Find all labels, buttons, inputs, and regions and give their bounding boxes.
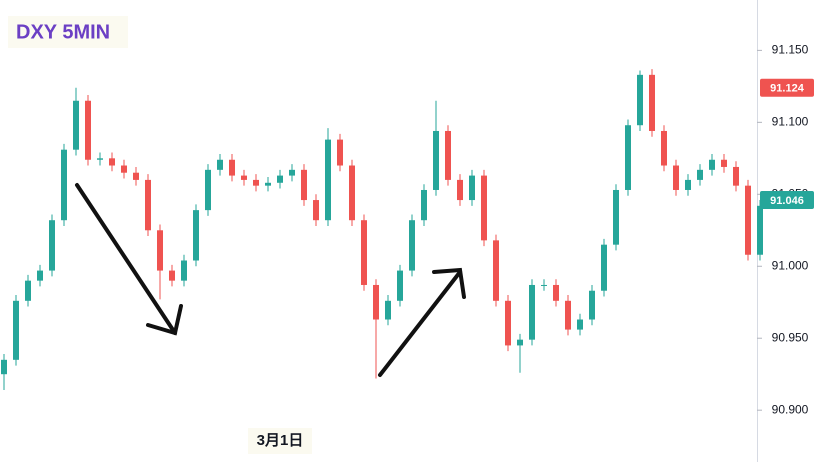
candle-body: [553, 284, 559, 301]
candle-body: [457, 179, 463, 201]
candle-body: [745, 185, 751, 255]
candle-body: [661, 130, 667, 166]
x-label-background: [248, 428, 312, 454]
candle-body: [493, 240, 499, 301]
candle-body: [73, 100, 79, 150]
price-label-box: [760, 78, 814, 97]
candle-body: [361, 220, 367, 285]
candle-body: [385, 300, 391, 320]
candle-body: [277, 175, 283, 183]
arrow-down: [75, 183, 177, 335]
candle-body: [505, 300, 511, 346]
candle-body: [469, 175, 475, 201]
candle-body: [1, 359, 7, 375]
y-tick-label: 90.950: [772, 330, 809, 344]
candle-body: [733, 166, 739, 186]
candle-body: [577, 319, 583, 330]
title-background: [8, 16, 128, 48]
candle-body: [241, 175, 247, 180]
candle-body: [637, 74, 643, 126]
candle-body: [625, 125, 631, 190]
candle-body: [229, 159, 235, 176]
candle-body: [97, 158, 103, 160]
annotation-arrows: [75, 183, 466, 377]
candle-body: [541, 284, 547, 286]
candle-body: [325, 139, 331, 221]
candle-body: [421, 189, 427, 221]
candle-body: [481, 175, 487, 241]
candle-body: [445, 130, 451, 180]
candle-body: [721, 159, 727, 167]
candle-body: [373, 284, 379, 320]
y-tick-label: 91.100: [772, 115, 809, 129]
candle-body: [685, 179, 691, 190]
candle-body: [601, 244, 607, 291]
plot-area: [1, 69, 763, 391]
arrow-head: [432, 267, 466, 299]
candle-body: [517, 339, 523, 346]
candle-body: [193, 210, 199, 261]
candle-body: [337, 139, 343, 166]
candle-body: [133, 172, 139, 180]
candle-body: [349, 165, 355, 221]
candle-body: [181, 260, 187, 281]
candle-body: [649, 74, 655, 131]
candle-body: [589, 290, 595, 320]
candle-body: [145, 179, 151, 231]
candle-body: [121, 165, 127, 173]
y-tick-label: 90.900: [772, 402, 809, 416]
candle-body: [61, 149, 67, 221]
candle-body: [709, 159, 715, 170]
candle-body: [409, 220, 415, 271]
candle-body: [253, 179, 259, 186]
candle-body: [37, 270, 43, 281]
candle-body: [757, 205, 763, 255]
price-label-box: [760, 191, 814, 210]
candle-body: [13, 300, 19, 360]
candle-body: [397, 270, 403, 301]
candle-body: [301, 169, 307, 201]
candle-body: [433, 130, 439, 190]
candle-body: [169, 270, 175, 281]
candle-body: [613, 189, 619, 245]
candle-body: [565, 300, 571, 330]
candle-body: [265, 182, 271, 186]
candle-body: [697, 169, 703, 180]
candle-body: [157, 230, 163, 271]
x-tick-label: 3月1日: [257, 432, 304, 449]
candle-body: [25, 280, 31, 301]
y-tick-label: 91.000: [772, 258, 809, 272]
candle-body: [313, 200, 319, 221]
candle-body: [205, 169, 211, 211]
candle-body: [529, 284, 535, 340]
candle-body: [109, 158, 115, 166]
price-label: 91.124: [770, 83, 805, 95]
y-tick-label: 91.150: [772, 43, 809, 57]
candle-body: [85, 100, 91, 160]
candle-body: [289, 169, 295, 176]
arrow-up: [378, 270, 462, 377]
candle-body: [49, 220, 55, 271]
candle-body: [217, 159, 223, 170]
arrow-head: [146, 304, 183, 336]
chart-title: DXY 5MIN: [16, 21, 110, 43]
price-label: 91.046: [770, 195, 804, 207]
candle-body: [673, 165, 679, 190]
